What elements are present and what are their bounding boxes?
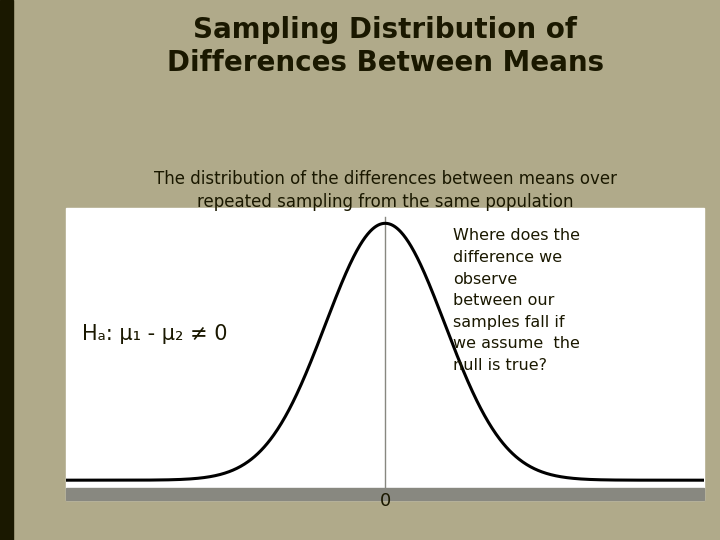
Text: Sampling Distribution of
Differences Between Means: Sampling Distribution of Differences Bet… <box>166 16 604 77</box>
Text: 0: 0 <box>379 492 391 510</box>
Bar <box>66 488 704 500</box>
Text: repeated sampling from the same population: repeated sampling from the same populati… <box>197 193 573 211</box>
Bar <box>0 0 13 540</box>
Text: The distribution of the differences between means over: The distribution of the differences betw… <box>153 170 617 188</box>
Bar <box>66 208 704 500</box>
Text: Hₐ: μ₁ - μ₂ ≠ 0: Hₐ: μ₁ - μ₂ ≠ 0 <box>82 324 228 344</box>
Text: Where does the
difference we
observe
between our
samples fall if
we assume  the
: Where does the difference we observe bet… <box>453 228 580 373</box>
